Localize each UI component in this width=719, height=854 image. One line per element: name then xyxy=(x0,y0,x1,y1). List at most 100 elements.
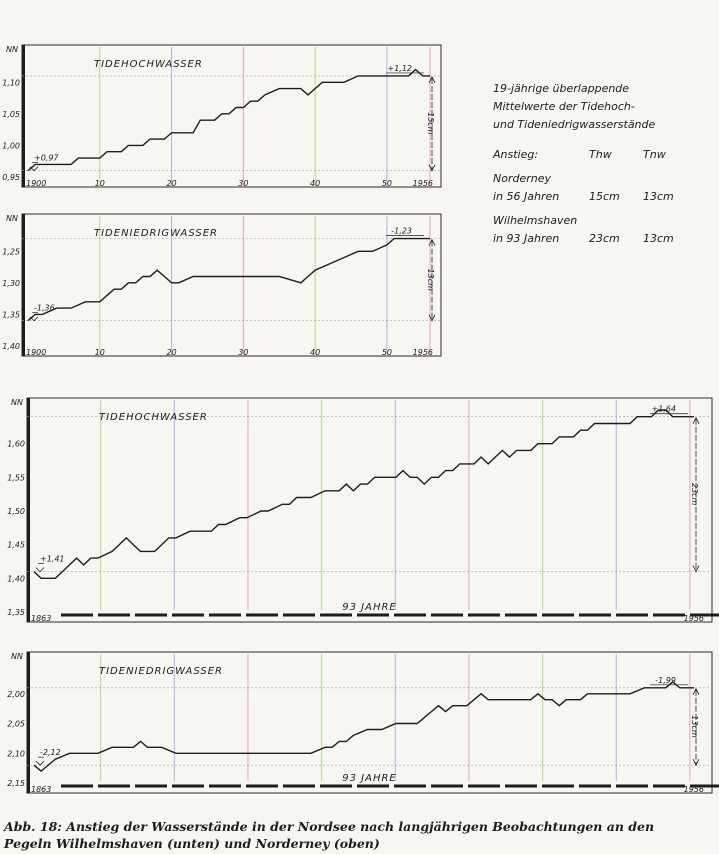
station2-thw: 23cm xyxy=(589,232,620,245)
end-value-label: -1,23 xyxy=(391,227,412,236)
unit-label: NN xyxy=(6,214,18,223)
rise-arrow-bottom xyxy=(692,565,700,573)
info-heading-line-3: und Tideniedrigwasserstände xyxy=(493,118,656,131)
legend-info-block: 19-jährige überlappende Mittelwerte der … xyxy=(493,80,713,248)
y-tick-label: 1,05 xyxy=(2,110,20,119)
start-marker xyxy=(35,567,45,573)
rise-arrow-top xyxy=(428,238,436,246)
y-tick-label: 1,25 xyxy=(2,247,20,256)
x-tick-label: 1863 xyxy=(31,614,51,623)
start-value-label: -1,36 xyxy=(34,304,55,313)
start-marker xyxy=(29,166,39,172)
y-tick-label: 2,15 xyxy=(7,779,25,788)
rise-arrow-bottom xyxy=(692,758,700,767)
x-tick-label: 50 xyxy=(382,179,392,188)
period-label: 93 JAHRE xyxy=(342,773,396,784)
period-label: 93 JAHRE xyxy=(342,602,396,613)
unit-label: NN xyxy=(11,398,23,407)
col-tnw: Tnw xyxy=(643,148,666,161)
y-tick-label: 1,30 xyxy=(2,279,20,288)
x-tick-label: 40 xyxy=(310,179,320,188)
col-thw: Thw xyxy=(589,148,612,161)
station2-row: in 93 Jahren 23cm 13cm xyxy=(493,230,713,248)
x-tick-label: 1956 xyxy=(684,785,704,794)
y-tick-label: 1,45 xyxy=(7,541,25,550)
rise-label: 23cm xyxy=(690,483,699,506)
rise-label: 13cm xyxy=(426,268,435,291)
series-line xyxy=(27,68,430,172)
end-value-label: -1,99 xyxy=(655,676,676,685)
x-tick-label: 1956 xyxy=(413,179,433,188)
rise-label: 13cm xyxy=(690,715,699,738)
chart-title: TIDEHOCHWASSER xyxy=(94,59,203,70)
chart-frame xyxy=(26,397,713,623)
start-marker xyxy=(35,760,45,766)
y-tick-label: 1,35 xyxy=(2,310,20,319)
y-tick-label: 1,10 xyxy=(2,78,20,87)
chart-title: TIDENIEDRIGWASSER xyxy=(94,228,218,239)
end-value-label: +1,12 xyxy=(387,64,412,73)
y-tick-label: 2,10 xyxy=(7,749,25,758)
info-heading-line-1: 19-jährige überlappende xyxy=(493,82,630,95)
station1-period: in 56 Jahren xyxy=(493,190,560,203)
caption-line-1: Abb. 18: Anstieg der Wasserstände in der… xyxy=(4,819,655,834)
x-tick-label: 30 xyxy=(238,348,248,357)
x-tick-label: 1863 xyxy=(31,785,51,794)
y-tick-label: 1,55 xyxy=(7,473,25,482)
y-tick-label: 2,00 xyxy=(7,690,25,699)
end-value-label: +1,64 xyxy=(651,405,676,414)
start-marker xyxy=(29,316,39,322)
chart-panel-4: 2,00 2,05 2,10 2,15 NN 1863 1956 93 JAHRE TIDENI… xyxy=(7,651,719,794)
chart-title: TIDEHOCHWASSER xyxy=(99,412,208,423)
x-tick-label: 10 xyxy=(95,179,105,188)
x-tick-label: 1956 xyxy=(413,348,433,357)
unit-label: NN xyxy=(6,45,18,54)
series-line xyxy=(27,237,430,322)
chart-frame xyxy=(21,213,442,357)
chart-frame xyxy=(21,44,442,188)
x-tick-label: 1900 xyxy=(26,179,46,188)
y-tick-label: 1,35 xyxy=(7,608,25,617)
chart-panel-1: 0,95 1,00 1,05 1,10 NN 1900 10 20 30 40 50 1956 TIDE… xyxy=(2,44,442,188)
rise-arrow-top xyxy=(692,416,700,424)
rise-arrow-top xyxy=(692,687,700,695)
station2-period: in 93 Jahren xyxy=(493,232,560,245)
station2-name: Wilhelmshaven xyxy=(493,214,578,227)
rise-label: Anstieg: xyxy=(493,148,539,161)
station1-row: in 56 Jahren 15cm 13cm xyxy=(493,188,713,206)
chart-title: TIDENIEDRIGWASSER xyxy=(99,666,223,677)
info-heading-line-2: Mittelwerte der Tidehoch- xyxy=(493,100,635,113)
rise-arrow-bottom xyxy=(428,164,436,172)
x-tick-label: 1900 xyxy=(26,348,46,357)
station2-tnw: 13cm xyxy=(643,232,674,245)
station1-thw: 15cm xyxy=(589,190,620,203)
series-line xyxy=(33,680,694,773)
y-tick-label: 1,40 xyxy=(2,342,20,351)
y-tick-label: 1,50 xyxy=(7,507,25,516)
y-tick-label: 2,05 xyxy=(7,720,25,729)
y-tick-label: 1,60 xyxy=(7,440,25,449)
rise-arrow-bottom xyxy=(428,314,436,322)
unit-label: NN xyxy=(11,652,23,661)
chart-panel-3: 1,35 1,40 1,45 1,50 1,55 1,60 NN 1863 1956 93 JAH… xyxy=(7,397,719,623)
rise-label: 15cm xyxy=(426,112,435,135)
figure-caption: Abb. 18: Anstieg der Wasserstände in der… xyxy=(4,818,716,852)
station1-name: Norderney xyxy=(493,172,552,185)
start-value-label: +1,41 xyxy=(40,555,65,564)
x-tick-label: 10 xyxy=(95,348,105,357)
series-line xyxy=(33,409,694,579)
x-tick-label: 30 xyxy=(238,179,248,188)
start-value-label: +0,97 xyxy=(34,154,59,163)
x-tick-label: 20 xyxy=(166,348,176,357)
x-tick-label: 20 xyxy=(166,179,176,188)
rise-arrow-top xyxy=(428,76,436,84)
y-tick-label: 1,00 xyxy=(2,141,20,150)
info-header-row: Anstieg: Thw Tnw xyxy=(493,146,713,164)
start-value-label: -2,12 xyxy=(40,748,61,757)
x-tick-label: 40 xyxy=(310,348,320,357)
chart-panel-2: 1,25 1,30 1,35 1,40 NN 1900 10 20 30 40 50 1956 TIDE… xyxy=(2,213,442,357)
station1-tnw: 13cm xyxy=(643,190,674,203)
y-tick-label: 0,95 xyxy=(2,173,20,182)
caption-line-2: Pegeln Wilhelmshaven (unten) und Nordern… xyxy=(4,836,380,851)
y-tick-label: 1,40 xyxy=(7,574,25,583)
